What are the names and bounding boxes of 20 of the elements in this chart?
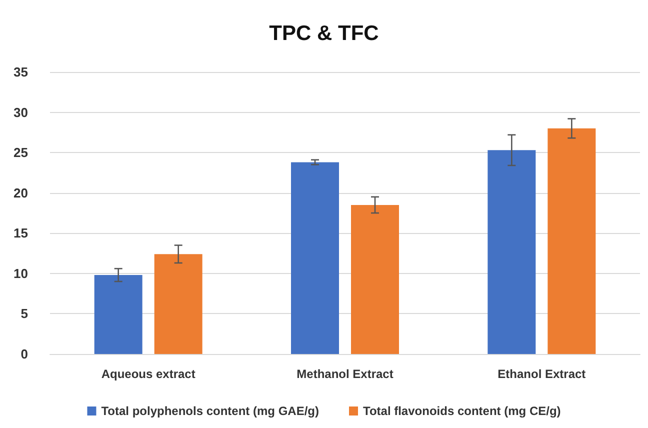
bar xyxy=(94,275,142,354)
bar xyxy=(291,162,339,354)
y-tick-label: 35 xyxy=(14,64,28,80)
y-tick-label: 10 xyxy=(14,266,28,281)
chart-title: TPC & TFC xyxy=(269,22,379,45)
x-tick-label: Aqueous extract xyxy=(101,367,196,381)
bar xyxy=(548,128,596,354)
x-tick-label: Methanol Extract xyxy=(296,367,394,381)
bar xyxy=(488,150,536,354)
y-tick-label: 30 xyxy=(14,104,28,120)
y-tick-label: 25 xyxy=(14,145,28,160)
y-tick-label: 20 xyxy=(14,185,28,200)
y-tick-label: 15 xyxy=(14,226,28,241)
bar xyxy=(351,204,399,354)
y-tick-label: 5 xyxy=(20,306,28,322)
x-tick-label: Ethanol Extract xyxy=(498,367,586,381)
legend-label: Total polyphenols content (mg GAE/g) xyxy=(101,404,320,418)
y-tick-label: 0 xyxy=(20,346,28,362)
bar xyxy=(154,254,202,354)
legend-label: Total flavonoids content (mg CE/g) xyxy=(363,404,561,418)
